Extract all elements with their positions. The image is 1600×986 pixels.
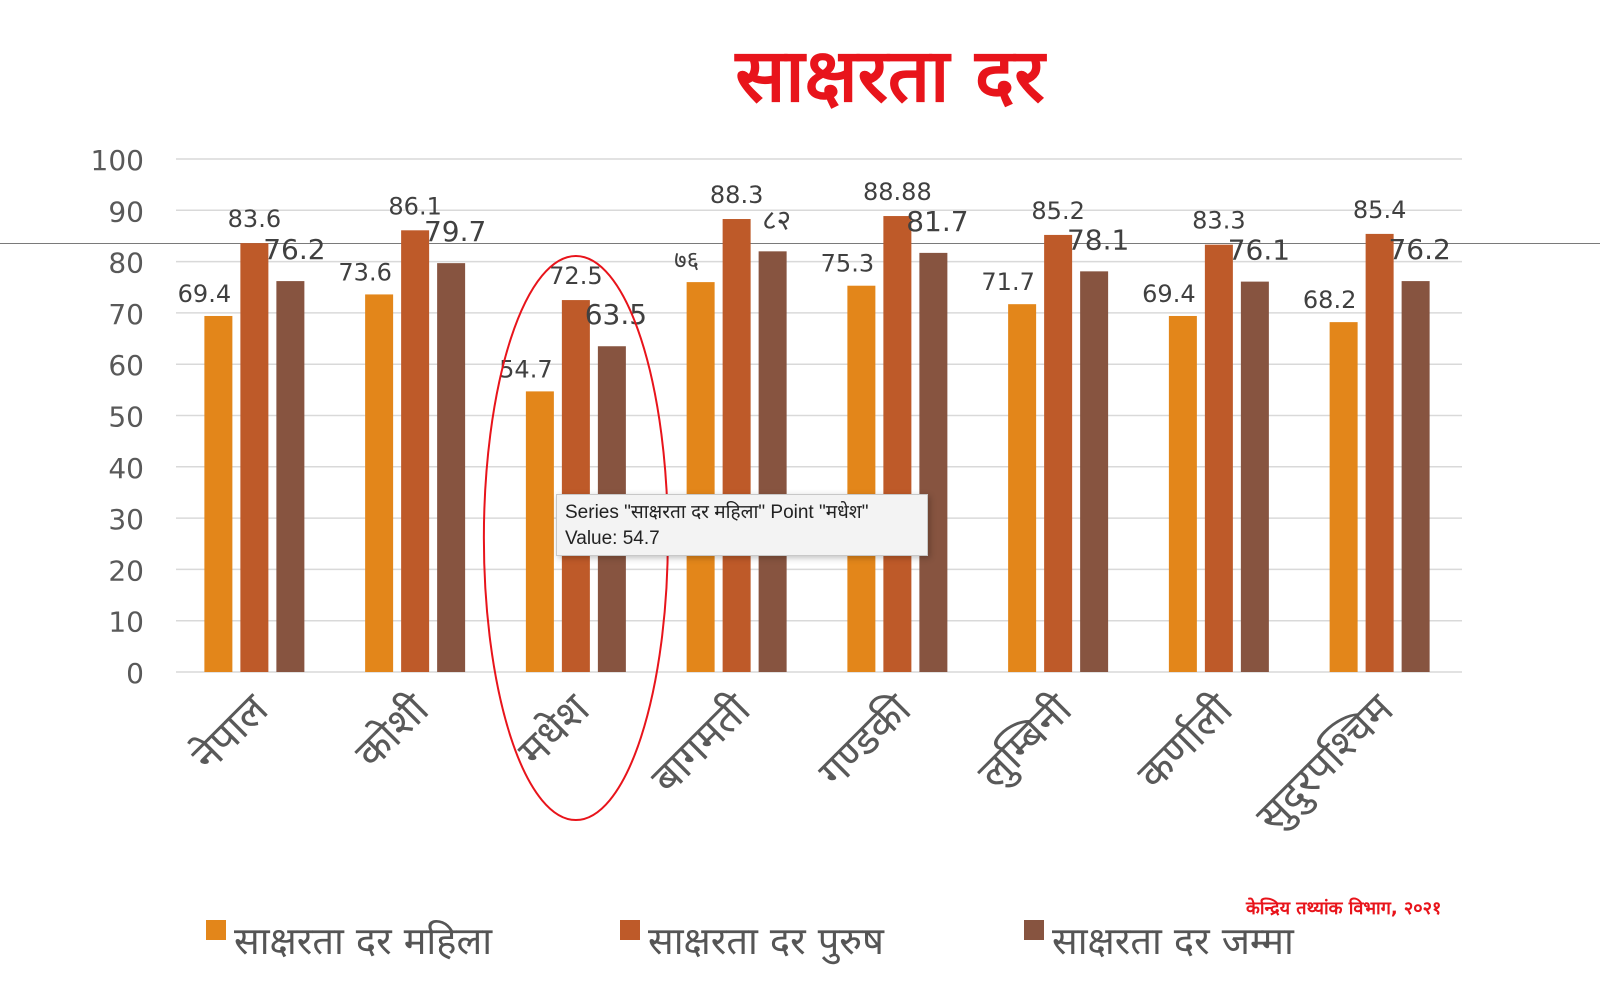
bar-1-4[interactable] <box>883 216 912 672</box>
bar-1-6[interactable] <box>1204 244 1233 672</box>
bar-0-1[interactable] <box>365 294 394 672</box>
bar-0-4[interactable] <box>847 285 876 672</box>
y-tick-label: 100 <box>91 144 144 177</box>
data-label-0-1: 73.6 <box>338 258 391 286</box>
legend-label: साक्षरता दर महिला <box>234 919 493 963</box>
data-label-2-3: ८२ <box>762 203 791 236</box>
legend-swatch <box>1024 920 1044 940</box>
bar-1-7[interactable] <box>1365 233 1394 672</box>
bar-2-7[interactable] <box>1401 281 1430 672</box>
data-label-0-6: 69.4 <box>1142 280 1195 308</box>
data-label-2-6: 76.1 <box>1228 234 1290 267</box>
y-tick-label: 30 <box>108 503 144 536</box>
data-label-0-3: ७६ <box>674 246 699 274</box>
bar-1-3[interactable] <box>722 219 751 672</box>
x-tick-label: बागमती <box>641 684 760 803</box>
x-tick-label: नेपाल <box>182 683 279 780</box>
bar-0-2[interactable] <box>525 391 554 672</box>
chart-legend: साक्षरता दर महिला साक्षरता दर पुरुष साक्षर… <box>0 914 1600 974</box>
x-tick-label: सुदुरपश्चिम <box>1246 684 1405 843</box>
data-label-0-4: 75.3 <box>821 250 874 278</box>
y-tick-label: 80 <box>108 247 144 280</box>
x-axis-ticks: नेपाल कोशी मधेश बागमती गण्डकी लुम्बिनी कर्णाली… <box>182 683 1406 843</box>
bar-2-5[interactable] <box>1080 271 1109 672</box>
data-label-0-5: 71.7 <box>981 268 1034 296</box>
data-label-1-1: 86.1 <box>388 192 441 220</box>
y-tick-label: 20 <box>108 554 144 587</box>
bar-2-6[interactable] <box>1240 281 1269 672</box>
source-note: केन्द्रिय तथ्यांक विभाग, २०२१ <box>1246 898 1442 919</box>
data-label-1-7: 85.4 <box>1353 196 1406 224</box>
tooltip-series-line: Series "साक्षरता दर महिला" Point "मधेश" <box>565 502 869 523</box>
y-tick-label: 10 <box>108 606 144 639</box>
chart-title: साक्षरता दर <box>735 33 1045 119</box>
data-tooltip: Series "साक्षरता दर महिला" Point "मधेश" … <box>556 494 928 556</box>
y-axis-ticks: 0 10 20 30 40 50 60 70 80 90 100 <box>91 144 144 690</box>
x-tick-label: कर्णाली <box>1127 684 1242 799</box>
data-label-2-1: 79.7 <box>424 215 486 248</box>
bar-0-5[interactable] <box>1008 304 1037 672</box>
data-label-1-4: 88.88 <box>863 178 932 206</box>
bar-2-4[interactable] <box>919 252 948 672</box>
data-label-0-7: 68.2 <box>1303 286 1356 314</box>
legend-swatch <box>206 920 226 940</box>
bar-1-0[interactable] <box>240 243 269 672</box>
legend-label: साक्षरता दर जम्मा <box>1052 919 1294 963</box>
data-label-0-0: 69.4 <box>178 280 231 308</box>
x-tick-label: मधेश <box>508 683 600 775</box>
bar-1-5[interactable] <box>1044 234 1073 672</box>
tooltip-value-line: Value: 54.7 <box>565 528 660 549</box>
y-tick-label: 50 <box>108 401 144 434</box>
bar-0-3[interactable] <box>686 282 715 672</box>
x-tick-label: गण्डकी <box>809 684 922 797</box>
horizontal-guide-line <box>0 243 1600 244</box>
data-label-0-2: 54.7 <box>499 355 552 383</box>
y-tick-label: 40 <box>108 452 144 485</box>
y-tick-label: 0 <box>126 657 144 690</box>
data-label-1-6: 83.3 <box>1192 207 1245 235</box>
y-tick-label: 90 <box>108 195 144 228</box>
x-tick-label: कोशी <box>345 684 439 778</box>
legend-swatch <box>620 920 640 940</box>
data-label-2-4: 81.7 <box>906 205 968 238</box>
bar-0-6[interactable] <box>1168 315 1197 672</box>
data-label-1-3: 88.3 <box>710 181 763 209</box>
data-label-1-0: 83.6 <box>228 205 281 233</box>
data-label-1-2: 72.5 <box>549 262 602 290</box>
data-labels: 69.483.676.273.686.179.754.772.563.5७६88… <box>178 178 1451 383</box>
bar-1-1[interactable] <box>401 230 430 672</box>
data-label-1-5: 85.2 <box>1031 197 1084 225</box>
y-tick-label: 60 <box>108 349 144 382</box>
bar-1-2[interactable] <box>561 300 590 672</box>
data-label-2-0: 76.2 <box>263 233 325 266</box>
x-tick-label: लुम्बिनी <box>968 684 1083 799</box>
legend-label: साक्षरता दर पुरुष <box>648 919 884 963</box>
data-label-2-7: 76.2 <box>1388 233 1450 266</box>
bar-0-7[interactable] <box>1329 322 1358 672</box>
y-tick-label: 70 <box>108 298 144 331</box>
bar-2-0[interactable] <box>276 281 305 672</box>
bar-2-1[interactable] <box>437 263 466 672</box>
data-label-2-5: 78.1 <box>1067 223 1129 256</box>
bar-2-3[interactable] <box>758 251 787 672</box>
bar-0-0[interactable] <box>204 315 233 672</box>
